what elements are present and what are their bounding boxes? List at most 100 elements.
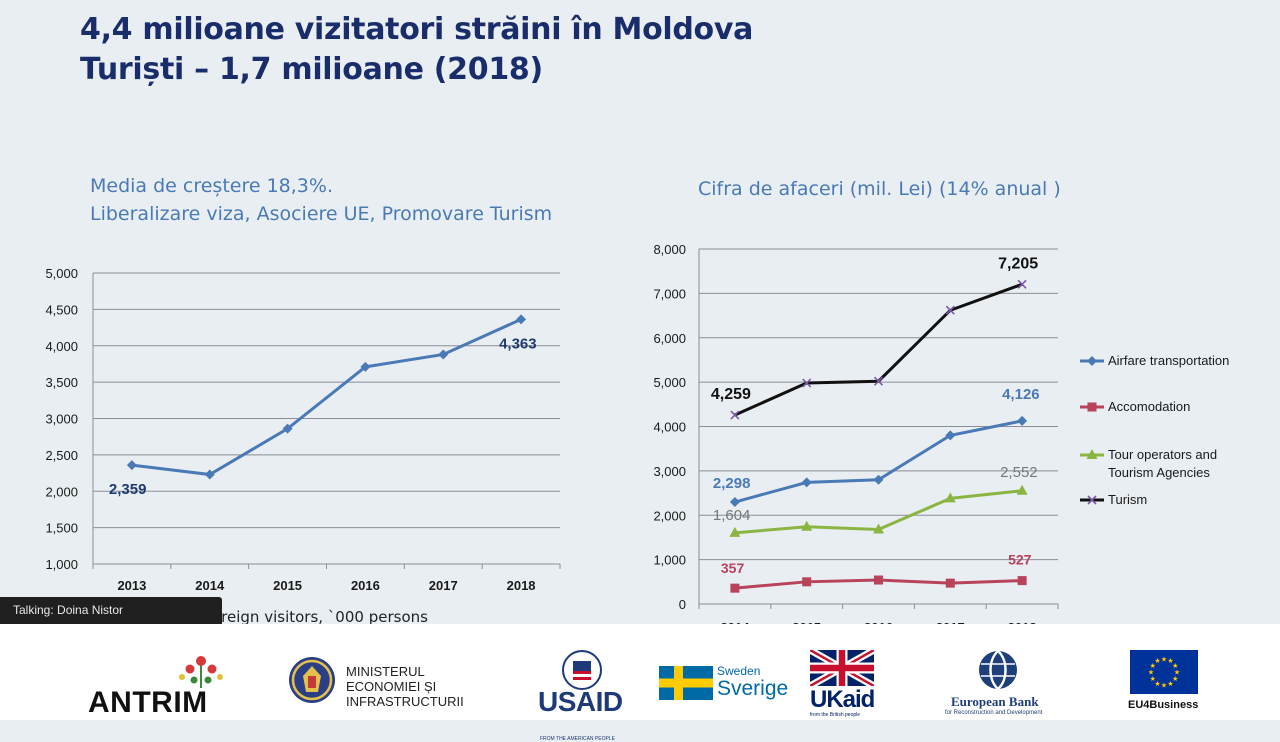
eu-star-icon: ★ bbox=[1161, 656, 1167, 664]
eu-star-icon: ★ bbox=[1167, 680, 1173, 688]
x-tick-label: 2016 bbox=[351, 578, 380, 593]
y-tick-label: 2,500 bbox=[45, 448, 78, 463]
swedish-flag-icon bbox=[659, 666, 713, 700]
visitors-data-point bbox=[438, 349, 449, 360]
y-tick-label: 3,000 bbox=[45, 412, 78, 427]
accomodation-data-point bbox=[874, 575, 883, 585]
ebrd-globe-icon bbox=[979, 650, 1017, 690]
tour-operators-and-tourism-agencies-data-point bbox=[801, 520, 813, 531]
visitors-data-point bbox=[360, 361, 371, 372]
x-tick-label: 2017 bbox=[936, 620, 965, 624]
turnover-data-label: 4,259 bbox=[711, 386, 751, 403]
airfare-transportation-data-point bbox=[801, 477, 812, 488]
x-tick-label: 2017 bbox=[429, 578, 458, 593]
ministry-name-line-1: MINISTERUL bbox=[346, 664, 425, 679]
talking-indicator: Talking: Doina Nistor bbox=[0, 597, 222, 624]
tour-operators-and-tourism-agencies-data-point bbox=[729, 526, 741, 537]
eu-star-icon: ★ bbox=[1167, 657, 1173, 665]
turism-data-point bbox=[1017, 279, 1027, 289]
ministry-emblem-icon bbox=[289, 657, 335, 703]
airfare-transportation-data-point bbox=[873, 474, 884, 485]
eu-star-icon: ★ bbox=[1172, 675, 1178, 683]
right-chart-subtitle: Cifra de afaceri (mil. Lei) (14% anual ) bbox=[698, 178, 1061, 200]
ebrd-logo: European Bank for Reconstruction and Dev… bbox=[945, 650, 1065, 720]
antrim-wordmark: ANTRIM bbox=[88, 686, 208, 719]
visitors-series-line bbox=[131, 317, 522, 477]
ministry-logo: MINISTERUL ECONOMIEI ȘI INFRASTRUCTURII bbox=[288, 652, 478, 712]
ebrd-subtitle: for Reconstruction and Development bbox=[945, 710, 1043, 716]
legend-label: Accomodation bbox=[1108, 399, 1190, 414]
x-tick-label: 2014 bbox=[195, 578, 225, 593]
usaid-logo: USAID FROM THE AMERICAN PEOPLE bbox=[538, 650, 630, 742]
union-jack-icon bbox=[810, 650, 874, 686]
y-tick-label: 1,500 bbox=[45, 521, 78, 536]
turism-data-point bbox=[873, 376, 884, 386]
ministry-name-line-3: INFRASTRUCTURII bbox=[346, 694, 464, 709]
eu-star-icon: ★ bbox=[1154, 680, 1160, 688]
y-tick-label: 4,000 bbox=[45, 339, 78, 354]
x-tick-label: 2015 bbox=[792, 620, 821, 624]
sponsor-footer: ANTRIM MINISTERUL ECONOMIEI ȘI INFRASTRU… bbox=[0, 624, 1280, 742]
x-tick-label: 2018 bbox=[1008, 620, 1037, 624]
accomodation-data-point bbox=[945, 578, 955, 588]
y-tick-label: 8,000 bbox=[653, 242, 686, 257]
eu4business-logo: ★ ★ ★ ★ ★ ★ ★ ★ ★ ★ ★ ★ EU4Business bbox=[1128, 650, 1204, 716]
y-tick-label: 6,000 bbox=[653, 331, 686, 346]
sweden-wordmark: Sverige bbox=[717, 677, 789, 700]
legend-swatch-marker bbox=[1086, 449, 1098, 459]
visitors-data-point bbox=[126, 460, 137, 471]
y-tick-label: 2,000 bbox=[653, 508, 686, 523]
visitors-data-label: 4,363 bbox=[499, 335, 537, 352]
y-tick-label: 3,000 bbox=[653, 464, 686, 479]
left-chart-caption: oreign visitors, `000 persons bbox=[212, 608, 428, 624]
slide-title-line-1: 4,4 milioane vizitatori străini în Moldo… bbox=[80, 12, 754, 47]
ministry-name-line-2: ECONOMIEI ȘI bbox=[346, 679, 437, 694]
turnover-line-chart: 0 1,000 2,000 3,000 4,000 5,000 6,000 7,000 8,00… bbox=[653, 242, 1229, 624]
turism-series-line bbox=[734, 282, 1023, 417]
y-tick-label: 5,000 bbox=[653, 375, 686, 390]
turnover-data-label: 4,126 bbox=[1002, 386, 1040, 403]
x-tick-label: 2014 bbox=[720, 620, 750, 624]
legend-swatch-marker bbox=[1087, 402, 1097, 412]
x-tick-label: 2015 bbox=[273, 578, 302, 593]
turism-data-point bbox=[802, 378, 812, 388]
turnover-data-label: 7,205 bbox=[998, 255, 1038, 272]
legend-label-cont: Tourism Agencies bbox=[1108, 465, 1210, 480]
tour-operators-and-tourism-agencies-data-point bbox=[944, 492, 956, 503]
eu-star-icon: ★ bbox=[1148, 669, 1154, 677]
sweden-logo: Sweden Sverige bbox=[659, 664, 794, 704]
turnover-data-label: 1,604 bbox=[713, 507, 751, 524]
x-tick-label: 2018 bbox=[507, 578, 536, 593]
visitors-data-point bbox=[204, 469, 215, 480]
legend-label: Airfare transportation bbox=[1108, 353, 1229, 368]
legend-label: Tour operators and bbox=[1108, 447, 1217, 462]
ukaid-logo: UKaid from the British people bbox=[810, 650, 882, 720]
airfare-transportation-data-point bbox=[945, 430, 956, 441]
eu-star-icon: ★ bbox=[1150, 675, 1156, 683]
y-tick-label: 4,000 bbox=[653, 420, 686, 435]
turnover-data-label: 2,552 bbox=[1000, 464, 1038, 481]
presentation-slide: 4,4 milioane vizitatori străini în Moldo… bbox=[0, 12, 1230, 624]
accomodation-data-point bbox=[730, 583, 740, 593]
slide-title-line-2: Turiști – 1,7 milioane (2018) bbox=[80, 52, 543, 87]
sweden-small-text: Sweden bbox=[717, 664, 761, 678]
eu-star-icon: ★ bbox=[1174, 669, 1180, 677]
left-chart-subtitle-2: Liberalizare viza, Asociere UE, Promovar… bbox=[90, 203, 553, 225]
visitors-data-point bbox=[516, 314, 527, 325]
y-tick-label: 1,000 bbox=[653, 553, 686, 568]
eu-star-icon: ★ bbox=[1154, 657, 1160, 665]
airfare-transportation-series-line bbox=[734, 419, 1023, 504]
eu-star-icon: ★ bbox=[1150, 662, 1156, 670]
airfare-transportation-data-point bbox=[729, 497, 740, 508]
y-tick-label: 2,000 bbox=[45, 484, 78, 499]
tour-operators-and-tourism-agencies-data-point bbox=[1016, 484, 1028, 495]
eu4business-wordmark: EU4Business bbox=[1128, 699, 1199, 711]
usaid-seal-icon bbox=[562, 650, 602, 690]
legend-label: Turism bbox=[1108, 492, 1147, 507]
legend-swatch-marker bbox=[1087, 495, 1097, 505]
tour-operators-and-tourism-agencies-data-point bbox=[873, 523, 884, 534]
eu-flag-icon: ★★★★★★★★★ ★ ★★ bbox=[1130, 650, 1198, 694]
x-tick-label: 2016 bbox=[864, 620, 893, 624]
turnover-data-label: 527 bbox=[1008, 552, 1032, 568]
left-chart-subtitle-1: Media de creștere 18,3%. bbox=[90, 175, 333, 197]
